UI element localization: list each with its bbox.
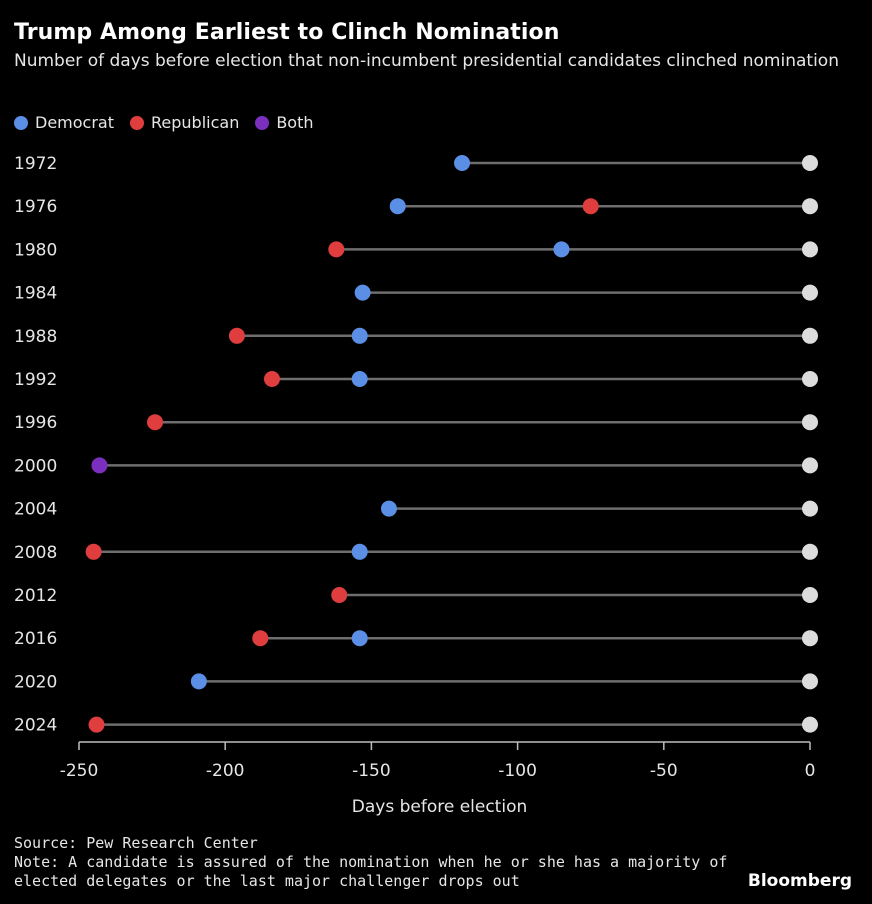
dot-election-2024 — [802, 716, 818, 733]
dot-election-2000 — [802, 457, 818, 474]
dot-republican-2008 — [85, 543, 102, 560]
dot-election-1996 — [802, 414, 818, 431]
chart-footer: Source: Pew Research Center Note: A cand… — [14, 834, 727, 891]
dot-republican-1992 — [263, 371, 280, 387]
year-label-2024: 2024 — [14, 716, 57, 736]
dot-republican-1976 — [582, 198, 599, 215]
legend-label-both: Both — [276, 113, 314, 132]
x-tick-label-0: -250 — [60, 761, 99, 781]
dot-election-2012 — [802, 587, 818, 603]
dot-republican-2016 — [252, 630, 269, 647]
dot-republican-2012 — [331, 587, 348, 603]
x-tick-label-1: -200 — [206, 761, 245, 781]
note-line-2: elected delegates or the last major chal… — [14, 872, 520, 890]
year-label-2020: 2020 — [14, 672, 57, 692]
legend-label-democrat: Democrat — [35, 113, 114, 132]
dot-democrat-2008 — [351, 543, 368, 560]
year-label-2008: 2008 — [14, 543, 57, 563]
dot-election-2016 — [802, 630, 818, 647]
legend-item-republican: Republican — [130, 113, 239, 132]
year-label-1988: 1988 — [14, 327, 57, 347]
legend-swatch-both — [255, 115, 270, 130]
dot-plot-chart: 1972 1976 1980 1984 1988 1992 1996 2000 2004 2008… — [14, 154, 818, 817]
year-label-1984: 1984 — [14, 284, 57, 304]
legend-item-democrat: Democrat — [14, 113, 114, 132]
dot-election-2004 — [802, 500, 818, 517]
bloomberg-logo: Bloomberg — [747, 871, 852, 891]
legend-item-both: Both — [255, 113, 314, 132]
dot-election-1988 — [802, 327, 818, 344]
legend-swatch-republican — [130, 115, 144, 130]
x-tick-label-5: 0 — [805, 761, 816, 781]
year-label-1996: 1996 — [14, 413, 57, 433]
dot-republican-1988 — [228, 327, 245, 344]
dot-election-2008 — [802, 543, 818, 560]
year-label-1992: 1992 — [14, 370, 57, 390]
note-line-1: Note: A candidate is assured of the nomi… — [14, 853, 728, 871]
dot-election-1972 — [802, 155, 818, 171]
legend-label-republican: Republican — [151, 113, 240, 132]
year-label-1972: 1972 — [14, 154, 57, 174]
dot-democrat-1980 — [553, 241, 570, 258]
chart-subtitle: Number of days before election that non-… — [14, 51, 839, 71]
dot-election-2020 — [802, 673, 818, 690]
legend-swatch-democrat — [14, 115, 28, 130]
source-note: Source: Pew Research Center — [14, 834, 258, 852]
dot-election-1992 — [802, 371, 818, 387]
dot-election-1984 — [802, 284, 818, 301]
year-label-1976: 1976 — [14, 197, 57, 217]
x-tick-label-3: -100 — [498, 761, 537, 781]
year-label-1980: 1980 — [14, 240, 57, 260]
dot-republican-1980 — [328, 241, 345, 258]
dot-democrat-2004 — [380, 500, 397, 517]
dot-republican-1996 — [147, 414, 164, 431]
year-label-2012: 2012 — [14, 586, 57, 606]
dot-democrat-1984 — [354, 284, 371, 301]
dot-democrat-1992 — [351, 371, 368, 387]
x-tick-label-2: -150 — [352, 761, 391, 781]
chart-title: Trump Among Earliest to Clinch Nominatio… — [14, 20, 560, 45]
dot-democrat-1972 — [454, 155, 471, 171]
dot-democrat-1988 — [351, 327, 368, 344]
legend: Democrat Republican Both — [14, 113, 330, 132]
year-label-2016: 2016 — [14, 629, 57, 649]
x-tick-label-4: -50 — [650, 761, 678, 781]
year-label-2004: 2004 — [14, 500, 57, 520]
year-label-2000: 2000 — [14, 456, 57, 476]
dot-democrat-2020 — [190, 673, 207, 690]
dot-election-1980 — [802, 241, 818, 258]
dot-republican-2024 — [88, 716, 105, 733]
dot-democrat-2016 — [351, 630, 368, 647]
dot-democrat-1976 — [389, 198, 406, 215]
dot-election-1976 — [802, 198, 818, 215]
dot-both-2000 — [91, 457, 108, 474]
x-axis-title: Days before election — [352, 797, 528, 817]
